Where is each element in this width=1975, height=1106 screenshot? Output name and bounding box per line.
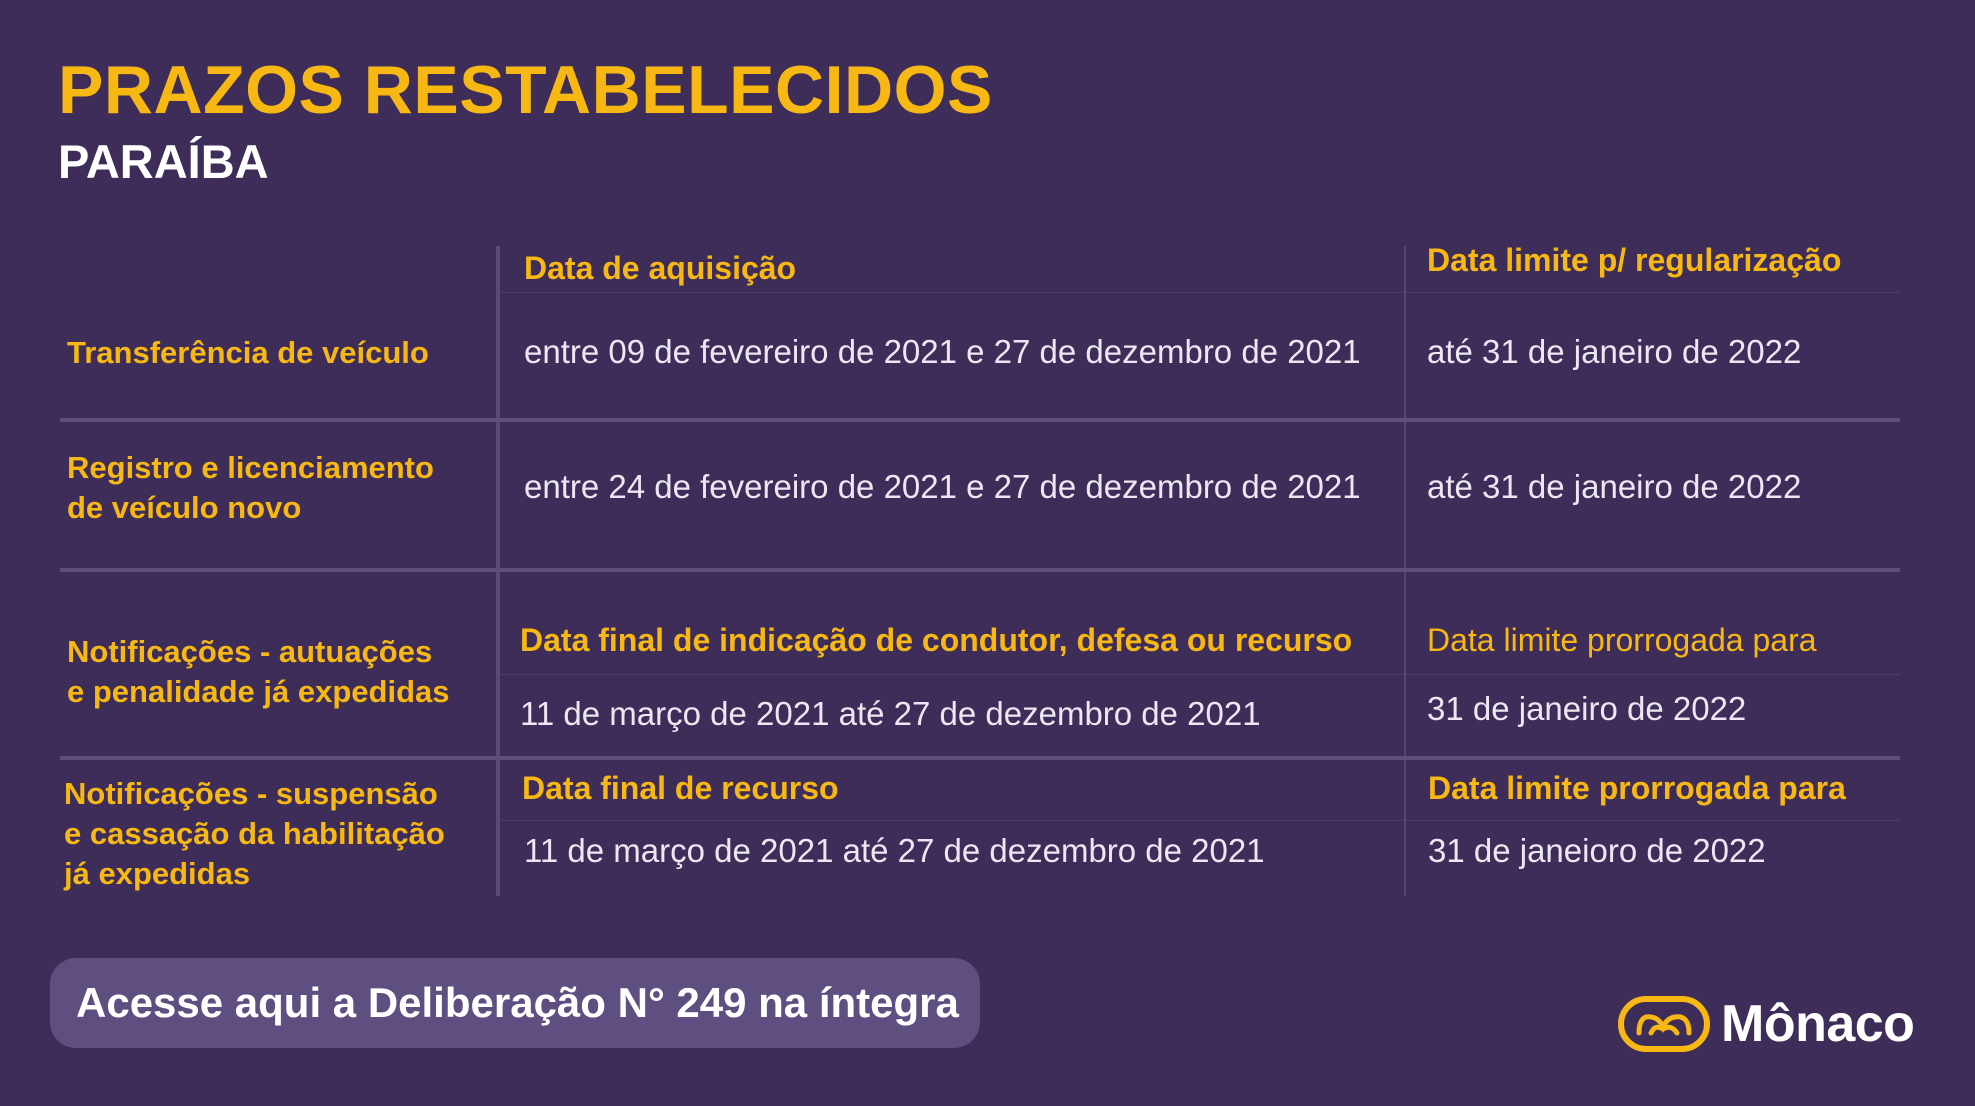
row-divider xyxy=(60,568,1900,572)
monaco-logo-text: Mônaco xyxy=(1721,995,1915,1053)
page-subtitle: PARAÍBA xyxy=(58,135,269,188)
row-label: Notificações - autuações e penalidade já… xyxy=(67,632,450,712)
table-cell: 31 de janeiro de 2022 xyxy=(1427,690,1747,727)
column-header: Data limite p/ regularização xyxy=(1427,242,1842,278)
column-header: Data final de recurso xyxy=(522,770,839,806)
monaco-logo: Mônaco xyxy=(1617,993,1915,1055)
row-label-line: e penalidade já expedidas xyxy=(67,674,450,709)
table-cell: 31 de janeioro de 2022 xyxy=(1428,832,1766,869)
row-label: Notificações - suspensão e cassação da h… xyxy=(64,774,445,894)
row-label: Transferência de veículo xyxy=(67,333,429,373)
monaco-logo-icon xyxy=(1618,996,1710,1052)
table-cell: entre 09 de fevereiro de 2021 e 27 de de… xyxy=(524,333,1361,370)
row-label-line: Notificações - autuações xyxy=(67,634,433,669)
row-label-line: de veículo novo xyxy=(67,490,302,525)
row-label-line: Transferência de veículo xyxy=(67,335,429,370)
table-cell: 11 de março de 2021 até 27 de dezembro d… xyxy=(520,695,1261,732)
column-header: Data limite prorrogada para xyxy=(1427,622,1817,658)
column-header: Data limite prorrogada para xyxy=(1428,770,1846,806)
row-divider xyxy=(60,756,1900,760)
table-cell: até 31 de janeiro de 2022 xyxy=(1427,468,1802,505)
row-label-line: Notificações - suspensão xyxy=(64,776,438,811)
header-divider xyxy=(500,292,1900,293)
table-cell: 11 de março de 2021 até 27 de dezembro d… xyxy=(524,832,1265,869)
page-title: PRAZOS RESTABELECIDOS xyxy=(58,52,993,128)
deliberation-link-button[interactable]: Acesse aqui a Deliberação N° 249 na ínte… xyxy=(50,958,980,1048)
row-divider xyxy=(60,418,1900,422)
row-label: Registro e licenciamento de veículo novo xyxy=(67,448,434,528)
row-label-line: e cassação da habilitação xyxy=(64,816,445,851)
deliberation-link-label: Acesse aqui a Deliberação N° 249 na ínte… xyxy=(76,979,959,1026)
header-divider xyxy=(500,674,1900,675)
row-label-line: Registro e licenciamento xyxy=(67,450,434,485)
header-divider xyxy=(500,820,1900,821)
column-header: Data de aquisição xyxy=(524,250,797,286)
column-header: Data final de indicação de condutor, def… xyxy=(520,622,1353,658)
table-cell: até 31 de janeiro de 2022 xyxy=(1427,333,1802,370)
table-cell: entre 24 de fevereiro de 2021 e 27 de de… xyxy=(524,468,1361,505)
row-label-line: já expedidas xyxy=(64,856,251,891)
